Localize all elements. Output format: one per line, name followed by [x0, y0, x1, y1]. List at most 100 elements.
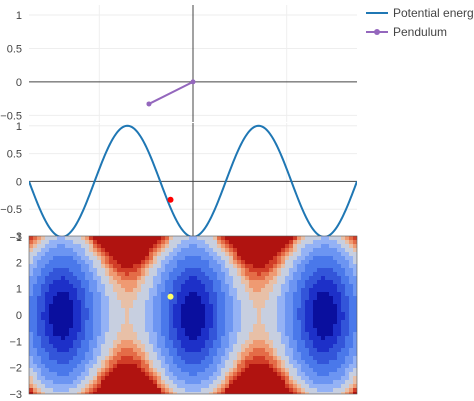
contour-cell: [29, 240, 33, 244]
contour-cell: [129, 288, 133, 292]
contour-cell: [117, 372, 121, 376]
contour-cell: [97, 336, 101, 340]
contour-cell: [249, 308, 253, 312]
contour-cell: [273, 344, 277, 348]
contour-cell: [265, 352, 269, 356]
contour-cell: [137, 340, 141, 344]
contour-cell: [345, 292, 349, 296]
contour-cell: [329, 280, 333, 284]
contour-cell: [33, 292, 37, 296]
contour-cell: [133, 384, 137, 388]
contour-cell: [233, 392, 237, 394]
contour-cell: [145, 316, 149, 320]
contour-cell: [181, 324, 185, 328]
contour-cell: [153, 380, 157, 384]
contour-cell: [133, 380, 137, 384]
contour-cell: [201, 256, 205, 260]
contour-cell: [81, 364, 85, 368]
contour-cell: [345, 328, 349, 332]
contour-cell: [305, 276, 309, 280]
contour-cell: [257, 244, 261, 248]
contour-cell: [41, 340, 45, 344]
contour-cell: [65, 252, 69, 256]
contour-cell: [121, 372, 125, 376]
contour-cell: [277, 340, 281, 344]
contour-cell: [201, 272, 205, 276]
contour-cell: [321, 248, 325, 252]
contour-cell: [165, 392, 169, 394]
contour-cell: [65, 308, 69, 312]
contour-cell: [201, 344, 205, 348]
contour-cell: [157, 372, 161, 376]
contour-cell: [57, 288, 61, 292]
contour-cell: [121, 392, 125, 394]
contour-cell: [313, 356, 317, 360]
contour-cell: [145, 336, 149, 340]
contour-cell: [101, 380, 105, 384]
contour-cell: [149, 360, 153, 364]
contour-cell: [65, 268, 69, 272]
contour-cell: [325, 384, 329, 388]
contour-cell: [201, 236, 205, 240]
contour-cell: [85, 312, 89, 316]
contour-cell: [217, 284, 221, 288]
contour-cell: [129, 320, 133, 324]
contour-cell: [181, 296, 185, 300]
contour-cell: [233, 244, 237, 248]
contour-cell: [317, 308, 321, 312]
contour-cell: [305, 296, 309, 300]
contour-cell: [117, 360, 121, 364]
contour-cell: [293, 372, 297, 376]
contour-cell: [133, 284, 137, 288]
contour-cell: [137, 364, 141, 368]
contour-cell: [133, 308, 137, 312]
contour-cell: [225, 248, 229, 252]
contour-cell: [341, 252, 345, 256]
contour-cell: [229, 300, 233, 304]
contour-cell: [49, 352, 53, 356]
contour-cell: [105, 264, 109, 268]
contour-cell: [105, 348, 109, 352]
contour-cell: [253, 360, 257, 364]
contour-cell: [245, 336, 249, 340]
contour-cell: [225, 296, 229, 300]
contour-cell: [153, 328, 157, 332]
contour-cell: [205, 244, 209, 248]
contour-cell: [197, 360, 201, 364]
contour-cell: [105, 364, 109, 368]
contour-cell: [29, 344, 33, 348]
contour-cell: [217, 280, 221, 284]
contour-cell: [113, 260, 117, 264]
contour-cell: [345, 360, 349, 364]
contour-cell: [309, 316, 313, 320]
contour-cell: [113, 328, 117, 332]
contour-cell: [105, 288, 109, 292]
contour-cell: [149, 308, 153, 312]
contour-cell: [121, 328, 125, 332]
contour-cell: [277, 256, 281, 260]
contour-cell: [113, 388, 117, 392]
contour-cell: [105, 388, 109, 392]
contour-cell: [325, 268, 329, 272]
contour-cell: [317, 344, 321, 348]
contour-cell: [209, 280, 213, 284]
contour-cell: [145, 356, 149, 360]
contour-cell: [157, 352, 161, 356]
contour-cell: [241, 356, 245, 360]
contour-cell: [281, 260, 285, 264]
contour-cell: [221, 288, 225, 292]
contour-cell: [209, 300, 213, 304]
contour-cell: [169, 360, 173, 364]
contour-cell: [137, 368, 141, 372]
contour-cell: [169, 368, 173, 372]
contour-cell: [61, 260, 65, 264]
contour-cell: [101, 336, 105, 340]
contour-cell: [285, 376, 289, 380]
contour-cell: [185, 328, 189, 332]
contour-cell: [201, 332, 205, 336]
contour-cell: [37, 264, 41, 268]
contour-cell: [173, 388, 177, 392]
contour-cell: [325, 240, 329, 244]
contour-cell: [97, 368, 101, 372]
contour-cell: [157, 384, 161, 388]
